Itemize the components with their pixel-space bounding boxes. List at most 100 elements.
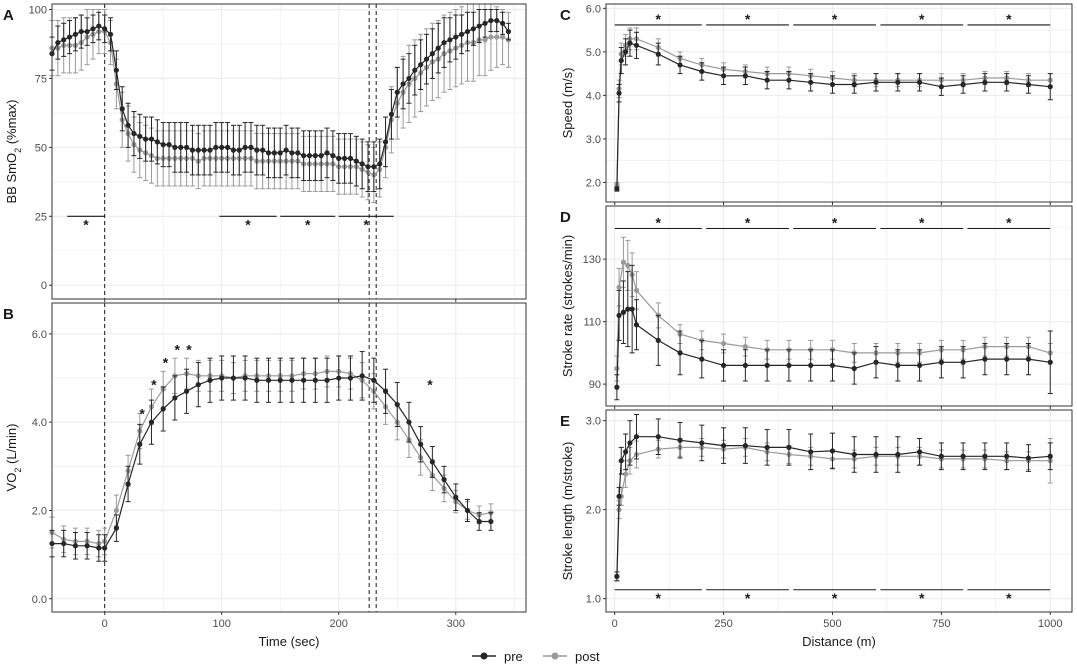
significance-star: *	[1006, 215, 1012, 231]
data-point-post	[499, 34, 506, 40]
data-point-pre	[172, 144, 178, 150]
data-point-pre	[172, 395, 178, 401]
y-axis-title-subscript: 2	[13, 468, 23, 473]
data-point-pre	[1004, 356, 1010, 362]
plot-background	[606, 4, 1072, 202]
data-point-pre	[435, 45, 441, 51]
data-point-pre	[336, 375, 342, 381]
legend: pre post	[472, 649, 600, 664]
data-point-pre	[336, 155, 342, 161]
data-point-pre	[618, 57, 624, 64]
y-axis-title: VO2 (L/min)	[4, 424, 23, 492]
data-point-pre	[219, 144, 225, 150]
panel-label: C	[560, 7, 571, 24]
series-pre	[614, 29, 1053, 192]
data-point-pre	[72, 31, 79, 37]
data-point-pre	[1047, 359, 1053, 365]
data-point-pre	[341, 155, 348, 161]
data-point-pre	[873, 79, 879, 85]
y-tick-label: 130	[583, 254, 601, 266]
y-tick-label: 50	[35, 142, 47, 154]
y-axis-title: Stroke rate (strokes/min)	[560, 235, 575, 377]
data-point-pre	[61, 540, 67, 547]
y-tick-label: 2.0	[586, 177, 601, 189]
data-point-pre	[96, 545, 102, 551]
y-tick-label: 4.0	[586, 90, 601, 102]
data-point-pre	[148, 136, 155, 142]
data-point-pre	[742, 73, 748, 79]
data-point-pre	[230, 147, 237, 153]
data-point-pre	[720, 362, 727, 368]
data-point-pre	[183, 144, 190, 150]
data-point-pre	[55, 39, 61, 46]
data-point-post	[742, 344, 748, 350]
panel-label: D	[560, 209, 571, 226]
data-point-pre	[406, 419, 412, 425]
data-point-pre	[620, 309, 627, 315]
data-point-pre	[418, 62, 424, 68]
data-point-pre	[470, 26, 476, 32]
data-point-pre	[627, 40, 633, 46]
significance-star: *	[832, 11, 838, 27]
x-tick-label: 0	[612, 618, 618, 630]
data-point-pre	[614, 384, 620, 390]
data-point-pre	[699, 356, 705, 362]
panel-border	[605, 3, 1073, 203]
data-point-pre	[895, 451, 901, 458]
data-point-pre	[78, 28, 84, 35]
x-axis-title: Time (sec)	[259, 634, 320, 649]
significance-star: *	[245, 216, 251, 232]
data-point-pre	[277, 150, 283, 156]
data-point-pre	[616, 90, 622, 96]
data-point-pre	[786, 362, 792, 368]
data-point-pre	[353, 158, 359, 164]
x-tick-label: 300	[447, 618, 465, 630]
data-point-pre	[633, 322, 640, 328]
data-point-pre	[764, 444, 770, 450]
data-point-pre	[137, 441, 143, 447]
data-point-pre	[183, 388, 190, 394]
data-point-pre	[625, 306, 631, 312]
data-point-pre	[476, 518, 482, 525]
data-point-pre	[699, 440, 705, 446]
data-point-pre	[488, 17, 494, 24]
significance-star: *	[163, 355, 169, 371]
significance-star: *	[745, 590, 751, 606]
data-point-pre	[622, 449, 629, 455]
x-axis-title: Distance (m)	[802, 634, 876, 649]
data-point-pre	[459, 31, 465, 37]
data-point-pre	[371, 377, 377, 383]
data-point-pre	[312, 377, 318, 383]
significance-star: *	[83, 216, 89, 232]
x-tick-label: 200	[330, 618, 348, 630]
y-tick-label: 100	[29, 5, 47, 17]
data-point-pre	[66, 34, 73, 40]
data-point-pre	[829, 448, 836, 454]
data-point-pre	[224, 144, 231, 150]
panel-border	[51, 302, 527, 613]
data-point-post	[482, 37, 488, 43]
significance-star: *	[186, 341, 192, 357]
data-point-pre	[622, 49, 629, 55]
data-point-pre	[260, 147, 266, 153]
data-point-pre	[330, 153, 336, 159]
data-point-pre	[295, 150, 301, 156]
data-point-pre	[829, 362, 836, 368]
data-point-pre	[242, 375, 248, 381]
significance-star: *	[919, 590, 925, 606]
data-point-pre	[742, 362, 748, 368]
panel-label: E	[560, 413, 570, 430]
data-point-pre	[230, 375, 237, 381]
y-axis-title: BB SmO2 (%max)	[4, 100, 23, 204]
y-axis-title-subscript: 2	[13, 148, 23, 153]
data-point-pre	[131, 130, 137, 137]
data-point-pre	[873, 359, 879, 365]
data-point-pre	[125, 122, 131, 128]
data-point-pre	[938, 453, 944, 459]
data-point-pre	[1004, 453, 1010, 459]
y-tick-label: 1.0	[586, 594, 601, 606]
data-point-pre	[482, 20, 488, 26]
data-point-pre	[895, 362, 901, 368]
data-point-pre	[453, 494, 459, 500]
